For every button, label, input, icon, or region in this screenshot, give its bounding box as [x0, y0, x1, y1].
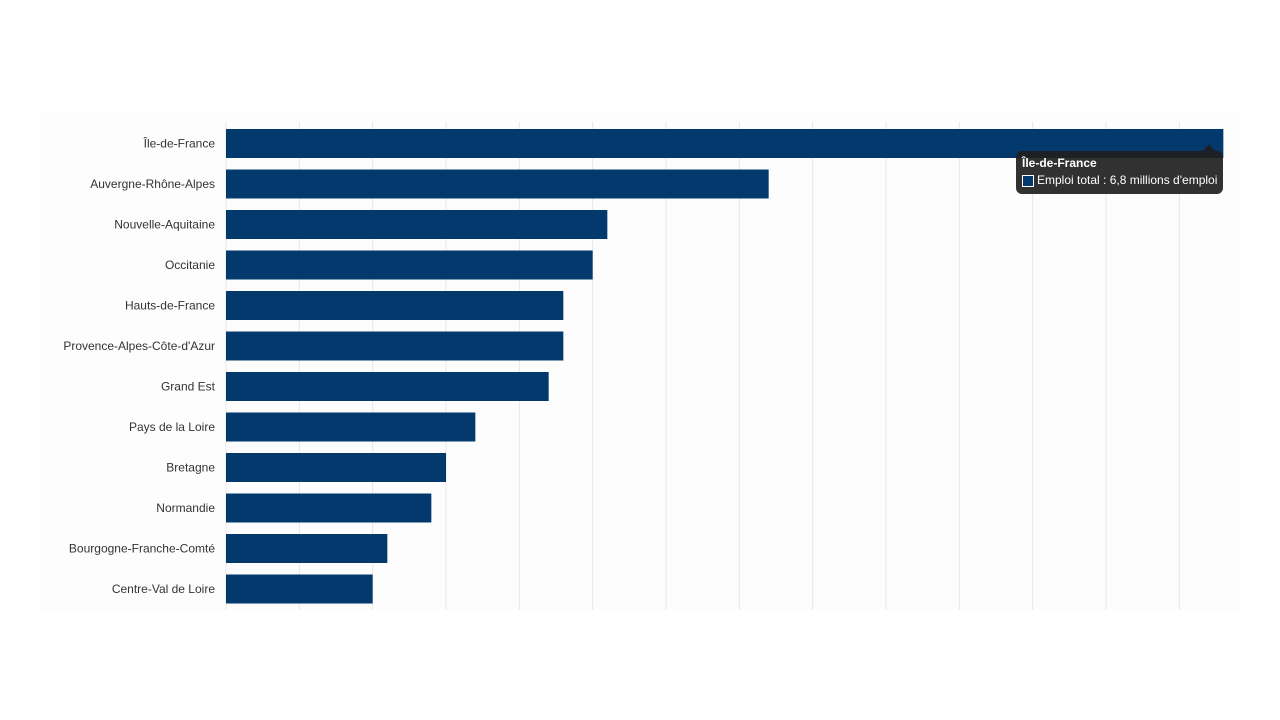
bar[interactable]	[226, 331, 564, 361]
bar[interactable]	[226, 574, 373, 604]
bar[interactable]	[226, 453, 446, 482]
category-label: Centre-Val de Loire	[112, 582, 215, 596]
tooltip-title: Île-de-France	[1022, 156, 1097, 170]
series-color-swatch	[1022, 174, 1034, 187]
category-label: Grand Est	[161, 380, 216, 394]
tooltip-text: Emploi total : 6,8 millions d'emploi	[1037, 173, 1218, 187]
category-label: Auvergne-Rhône-Alpes	[90, 177, 215, 191]
category-label: Bretagne	[166, 461, 215, 475]
chart-panel: Île-de-France Auvergne-Rhône-Alpes Nouvell…	[40, 112, 1240, 610]
category-label: Provence-Alpes-Côte-d'Azur	[63, 339, 215, 353]
category-label: Bourgogne-Franche-Comté	[69, 542, 215, 556]
bar[interactable]	[226, 250, 593, 280]
bar[interactable]	[226, 210, 608, 239]
bar-chart: Île-de-France Auvergne-Rhône-Alpes Nouvell…	[63, 122, 1224, 610]
category-label: Pays de la Loire	[129, 420, 215, 434]
bar[interactable]	[226, 493, 432, 523]
tooltip-arrow	[1203, 144, 1216, 151]
bar[interactable]	[226, 534, 388, 563]
bar[interactable]	[226, 169, 769, 199]
category-label: Normandie	[156, 501, 215, 515]
bar[interactable]	[226, 291, 564, 320]
category-label: Nouvelle-Aquitaine	[114, 218, 215, 232]
bar[interactable]	[226, 372, 549, 401]
category-label: Île-de-France	[143, 136, 216, 151]
category-label: Occitanie	[165, 258, 215, 272]
tooltip: Île-de-France Emploi total : 6,8 million…	[1016, 144, 1224, 194]
category-label: Hauts-de-France	[125, 299, 215, 313]
bar[interactable]	[226, 412, 476, 442]
tooltip-row: Emploi total : 6,8 millions d'emploi	[1022, 172, 1217, 189]
